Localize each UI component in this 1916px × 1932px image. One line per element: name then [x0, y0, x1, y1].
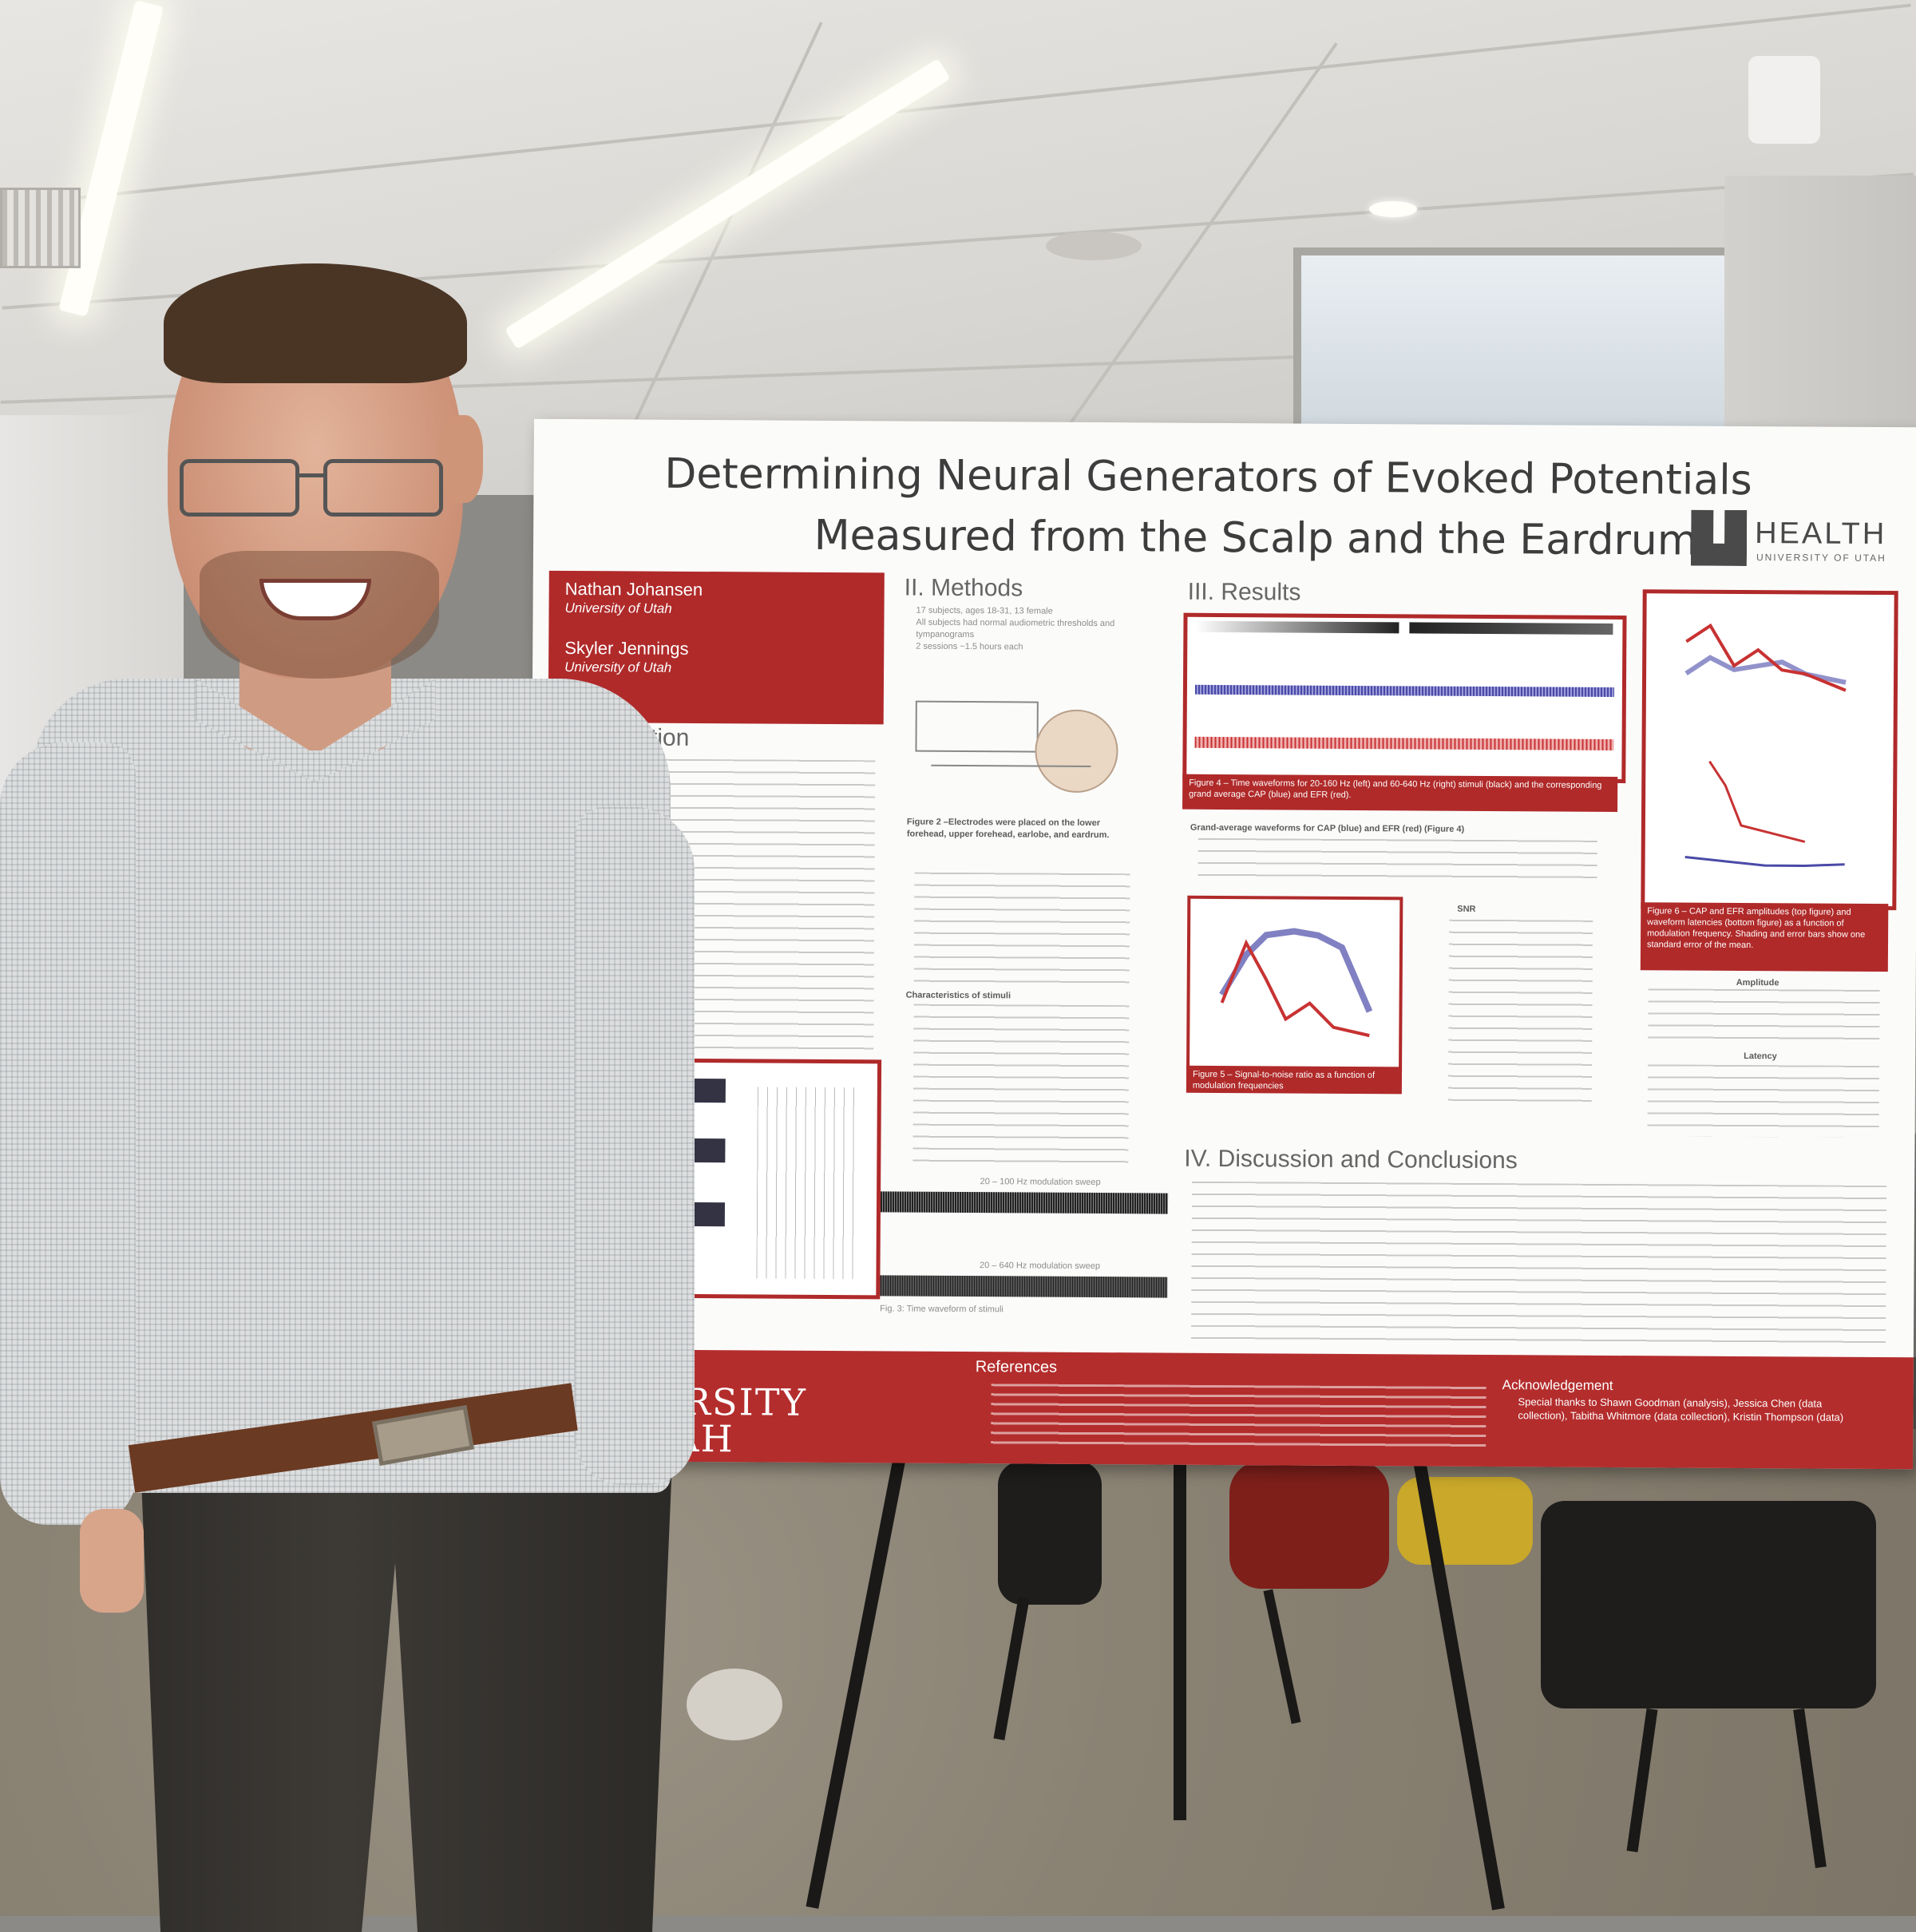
- references-list: [991, 1384, 1486, 1451]
- amplitude-body: [1648, 988, 1880, 1047]
- methods-bullet: 2 sessions ~1.5 hours each: [916, 641, 1023, 652]
- research-poster: Determining Neural Generators of Evoked …: [528, 418, 1916, 1470]
- sweep-label: 20 – 100 Hz modulation sweep: [980, 1177, 1101, 1188]
- shirt-sleeve: [575, 806, 695, 1485]
- figure-5: [1186, 895, 1403, 1071]
- figure-1: [680, 1058, 882, 1300]
- figure-2-caption: Figure 2 –Electrodes were placed on the …: [906, 817, 1110, 841]
- amplitude-latency-plots: [1684, 623, 1847, 867]
- ear: [439, 415, 483, 503]
- section-heading-methods: II. Methods: [904, 574, 1023, 602]
- hair: [164, 263, 467, 383]
- shirt-sleeve: [0, 742, 136, 1525]
- title-line: Determining Neural Generators of Evoked …: [664, 449, 1752, 505]
- figure-6: [1641, 589, 1898, 911]
- latency-body: [1647, 1064, 1880, 1138]
- figure-3-caption: Fig. 3: Time waveform of stimuli: [880, 1304, 1004, 1315]
- security-camera: [1748, 56, 1820, 144]
- chair: [1229, 1461, 1389, 1589]
- u-logo-icon: [1691, 510, 1747, 566]
- chair: [1541, 1501, 1876, 1708]
- person: [0, 263, 695, 1932]
- hand: [80, 1509, 144, 1613]
- references-heading: References: [975, 1358, 1058, 1376]
- title-line: Measured from the Scalp and the Eardrum: [814, 511, 1698, 565]
- ceiling-speaker: [1046, 232, 1142, 260]
- figure-5-caption: Figure 5 – Signal-to-noise ratio as a fu…: [1186, 1065, 1403, 1095]
- university-health-logo: HEALTH UNIVERSITY OF UTAH: [1691, 510, 1890, 576]
- stimulus-waveform: [880, 1275, 1168, 1298]
- stimulus-waveform: [880, 1191, 1169, 1214]
- discussion-body: [1190, 1181, 1887, 1346]
- logo-sub: UNIVERSITY OF UTAH: [1756, 552, 1886, 564]
- section-heading-discussion: IV. Discussion and Conclusions: [1184, 1145, 1518, 1174]
- easel-leg: [1174, 1461, 1186, 1820]
- snr-plot: [1219, 928, 1373, 1038]
- acknowledgement-text: Special thanks to Shawn Goodman (analysi…: [1518, 1396, 1844, 1423]
- ceiling-light-round: [1369, 201, 1417, 217]
- grand-average-heading: Grand-average waveforms for CAP (blue) a…: [1190, 822, 1465, 834]
- window: [1293, 247, 1740, 447]
- latency-heading: Latency: [1744, 1051, 1777, 1062]
- chair: [998, 1461, 1102, 1605]
- methods-bullet: All subjects had normal audiometric thre…: [916, 617, 1115, 640]
- amplitude-heading: Amplitude: [1736, 977, 1779, 988]
- logo-word: HEALTH: [1755, 517, 1887, 552]
- methods-body: [913, 872, 1130, 986]
- stimuli-heading: Characteristics of stimuli: [905, 990, 1011, 1001]
- stimuli-body: [912, 1004, 1130, 1166]
- figure-4: [1182, 612, 1627, 784]
- floor-outlet: [687, 1669, 782, 1740]
- methods-bullet: 17 subjects, ages 18-31, 13 female: [916, 605, 1053, 616]
- figure-4-caption: Figure 4 – Time waveforms for 20-160 Hz …: [1182, 774, 1618, 813]
- figure-6-caption: Figure 6 – CAP and EFR amplitudes (top f…: [1640, 902, 1889, 972]
- snr-heading: SNR: [1457, 904, 1476, 914]
- section-heading-results: III. Results: [1187, 578, 1301, 606]
- poster-title: Determining Neural Generators of Evoked …: [533, 443, 1883, 572]
- shirt: [32, 679, 671, 1493]
- ceiling-vent: [0, 188, 81, 268]
- results-body: [1198, 837, 1597, 881]
- glasses: [180, 459, 451, 517]
- snr-body: [1447, 919, 1593, 1104]
- acknowledgement-heading: Acknowledgement: [1502, 1377, 1613, 1393]
- poster-footer: THE UNIVERSITY OF UTAH References Acknow…: [528, 1348, 1914, 1470]
- sweep-label: 20 – 640 Hz modulation sweep: [979, 1261, 1101, 1272]
- electrode-diagram: [915, 685, 1123, 814]
